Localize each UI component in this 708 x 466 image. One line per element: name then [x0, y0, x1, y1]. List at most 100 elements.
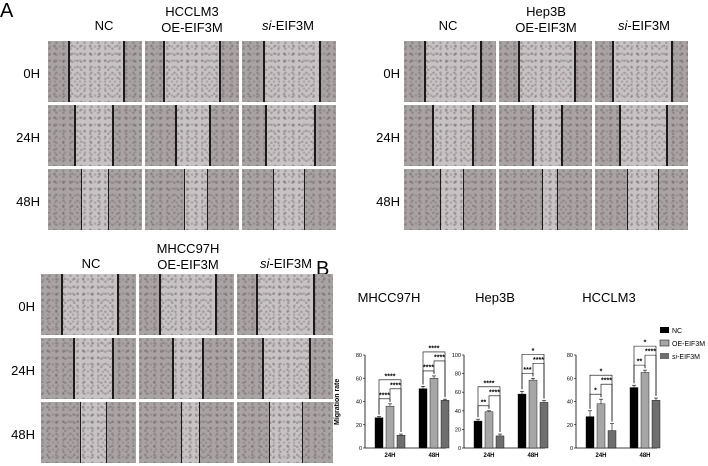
bar-hcclm3-24h-oe-eif3m: [596, 403, 606, 449]
y-tick-label-hep3b-60: 60: [455, 390, 461, 396]
hcclm3-nc-0h-image: [48, 41, 142, 102]
y-tick-label-hcclm3-60: 60: [567, 376, 573, 382]
bar-mhcc97h-48h-oe-eif3m: [429, 378, 439, 449]
hcclm3-oe-header: HCCLM3 OE-EIF3M: [144, 4, 240, 36]
hep3b-row-48h: 48H: [376, 194, 400, 209]
y-tick-label-mhcc97h-20: 20: [356, 423, 362, 429]
sig-label-hcclm3-24h-1: ****: [601, 378, 612, 385]
sig-label-hcclm3-24h-0: *: [594, 388, 597, 395]
hep3b-si-48h-image: [595, 169, 688, 230]
hcclm3-nc-header: NC: [94, 18, 114, 33]
bar-mhcc97h-48h-nc: [418, 388, 428, 449]
y-tick-label-hep3b-80: 80: [455, 372, 461, 378]
x-tick-label-mhcc97h-24h: 24H: [384, 453, 395, 459]
mhcc97h-si-0h-image: [237, 274, 333, 335]
sig-label-mhcc97h-48h-2: ****: [429, 345, 440, 352]
sig-bracket-hep3b-48h-0: [521, 372, 534, 390]
mhcc97h-oe-header: MHCC97H OE-EIF3M: [140, 241, 236, 273]
hep3b-nc-header: NC: [438, 18, 458, 33]
hep3b-nc-24h-image: [404, 105, 496, 166]
hep3b-si-header: si-EIF3M: [617, 18, 670, 33]
bar-hep3b-48h-oe-eif3m: [528, 379, 538, 449]
bar-hcclm3-24h-nc: [585, 416, 595, 449]
y-tick-label-mhcc97h-0: 0: [359, 446, 362, 452]
bar-hep3b-48h-nc: [517, 393, 527, 449]
sig-bracket-hcclm3-24h-0: [589, 393, 602, 409]
hcclm3-nc-24h-image: [48, 105, 142, 166]
y-tick-label-hep3b-0: 0: [458, 446, 461, 452]
chart-title-hep3b: Hep3B: [475, 290, 515, 305]
hcclm3-oe-24h-image: [145, 105, 239, 166]
sig-bracket-hep3b-24h-0: [477, 405, 490, 418]
sig-label-mhcc97h-48h-1: ****: [434, 354, 445, 361]
y-tick-label-hcclm3-0: 0: [570, 446, 573, 452]
hcclm3-si-24h-image: [242, 105, 336, 166]
ylabel-migration-rate: Migration rate: [334, 379, 341, 425]
x-tick-label-hep3b-48h: 48H: [527, 453, 538, 459]
sig-bracket-hcclm3-48h-0: [633, 364, 646, 384]
sig-label-mhcc97h-24h-1: ****: [390, 382, 401, 389]
bar-mhcc97h-48h-si-eif3m: [440, 400, 450, 449]
hcclm3-oe-label: OE-EIF3M: [161, 20, 223, 35]
hep3b-row-24h: 24H: [376, 130, 400, 145]
sig-label-hep3b-48h-2: *: [532, 348, 535, 355]
sig-bracket-mhcc97h-24h-2: [378, 379, 402, 433]
mhcc97h-nc-header: NC: [81, 256, 101, 271]
hep3b-si-0h-image: [595, 41, 688, 102]
mhcc97h-row-0h: 0H: [18, 299, 35, 314]
hcclm3-nc-48h-image: [48, 169, 142, 230]
hep3b-oe-0h-image: [499, 41, 592, 102]
y-tick-label-hep3b-40: 40: [455, 409, 461, 415]
x-tick-label-hcclm3-24h: 24H: [595, 453, 606, 459]
x-tick-label-mhcc97h-48h: 48H: [428, 453, 439, 459]
hcclm3-si-0h-image: [242, 41, 336, 102]
hep3b-oe-header: Hep3B OE-EIF3M: [498, 4, 594, 36]
hcclm3-si-48h-image: [242, 169, 336, 230]
mhcc97h-si-24h-image: [237, 338, 333, 399]
y-tick-label-hep3b-100: 100: [452, 353, 461, 359]
y-tick-label-mhcc97h-40: 40: [356, 400, 362, 406]
bar-hcclm3-24h-si-eif3m: [607, 430, 617, 449]
sig-label-mhcc97h-48h-0: ****: [423, 364, 434, 371]
bar-hep3b-24h-nc: [473, 420, 483, 449]
legend-label-si: si-EIF3M: [672, 354, 700, 361]
mhcc97h-nc-24h-image: [41, 338, 136, 399]
sig-label-hep3b-24h-1: ****: [489, 389, 500, 396]
hep3b-nc-0h-image: [404, 41, 496, 102]
sig-label-hep3b-24h-2: ****: [484, 380, 495, 387]
hcclm3-oe-0h-image: [145, 41, 239, 102]
bar-mhcc97h-24h-si-eif3m: [396, 435, 406, 449]
sig-bracket-mhcc97h-48h-1: [433, 360, 446, 398]
bar-hep3b-24h-oe-eif3m: [484, 411, 494, 449]
x-tick-label-hep3b-24h: 24H: [483, 453, 494, 459]
sig-bracket-hcclm3-24h-1: [600, 383, 613, 422]
sig-bracket-mhcc97h-24h-1: [389, 388, 402, 433]
sig-bracket-hcclm3-48h-1: [644, 354, 657, 397]
hep3b-nc-48h-image: [404, 169, 496, 230]
y-tick-label-hcclm3-40: 40: [567, 400, 573, 406]
mhcc97h-oe-0h-image: [139, 274, 234, 335]
panel-a-label: A: [0, 0, 14, 22]
sig-bracket-hep3b-24h-2: [477, 386, 501, 433]
sig-bracket-hep3b-48h-2: [521, 353, 545, 399]
sig-bracket-mhcc97h-48h-2: [422, 351, 446, 398]
hep3b-si-24h-image: [595, 105, 688, 166]
bar-mhcc97h-24h-oe-eif3m: [385, 405, 395, 449]
hcclm3-row-0h: 0H: [23, 66, 40, 81]
legend-swatch-si: [660, 353, 669, 359]
legend-label-nc: NC: [672, 328, 682, 335]
sig-label-mhcc97h-24h-2: ****: [385, 373, 396, 380]
bar-hcclm3-48h-nc: [629, 387, 639, 449]
legend-swatch-oe: [659, 339, 670, 347]
mhcc97h-row-48h: 48H: [11, 427, 35, 442]
y-tick-label-mhcc97h-60: 60: [356, 376, 362, 382]
x-tick-label-hcclm3-48h: 48H: [639, 453, 650, 459]
chart-title-hcclm3: HCCLM3: [582, 290, 636, 305]
chart-title-mhcc97h: MHCC97H: [357, 290, 421, 305]
mhcc97h-si-header: si-EIF3M: [259, 256, 312, 271]
hcclm3-si-header: si-EIF3M: [261, 18, 314, 33]
mhcc97h-nc-48h-image: [41, 402, 136, 463]
hep3b-row-0h: 0H: [383, 66, 400, 81]
sig-bracket-mhcc97h-24h-0: [378, 398, 391, 415]
mhcc97h-si-48h-image: [237, 402, 333, 463]
